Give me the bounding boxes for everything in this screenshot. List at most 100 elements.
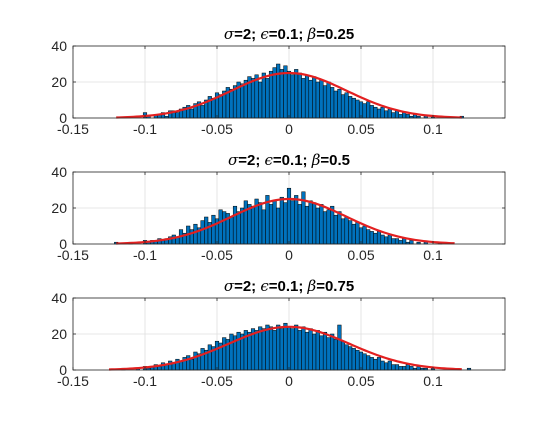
histogram-bar [301, 326, 306, 371]
histogram-bar [326, 209, 331, 245]
histogram-bar [265, 324, 270, 371]
histogram-bar [279, 328, 284, 371]
x-tick-label: -0.05 [201, 373, 233, 389]
histogram-bar [308, 79, 313, 119]
histogram-bar [250, 205, 256, 245]
histogram-bar [330, 333, 335, 371]
histogram-bar [344, 344, 349, 371]
title-segment: =0.75 [316, 278, 354, 295]
subplot-title-2: σ=2; ϵ=0.1; β=0.5 [228, 151, 350, 169]
histogram-bar [258, 202, 263, 245]
histogram-bar [369, 357, 374, 371]
histogram-bar [344, 92, 349, 119]
histogram-bar [362, 225, 367, 245]
histogram-bar [366, 101, 371, 119]
x-tick-label: 0.05 [347, 247, 374, 263]
y-tick-label: 20 [51, 200, 67, 216]
histogram-bar [265, 78, 270, 119]
x-tick-label: 0.1 [423, 121, 443, 137]
y-tick-label: 40 [51, 38, 67, 54]
histogram-bar [340, 340, 346, 371]
x-tick-label: 0.05 [347, 373, 374, 389]
title-segment: =0.1; [273, 152, 312, 169]
histogram-bar [218, 94, 223, 119]
histogram-bar [250, 78, 256, 119]
histogram-bar [333, 90, 338, 119]
histogram-bar [261, 209, 266, 245]
histogram-bar [376, 108, 382, 119]
histogram-bar [322, 211, 328, 245]
histogram-bar [337, 211, 342, 245]
histogram-bar [243, 200, 248, 245]
title-segment: ϵ [265, 151, 274, 169]
x-tick-label: -0.15 [57, 373, 89, 389]
histogram-bar [398, 366, 403, 371]
histogram-bar [366, 229, 371, 245]
histogram-bar [387, 108, 392, 119]
histogram-bar [243, 79, 248, 119]
histogram-bar [283, 202, 288, 245]
histogram-bar [268, 326, 274, 371]
histogram-bar [268, 70, 274, 119]
histogram-bar [189, 108, 194, 119]
histogram-bar [351, 223, 356, 245]
title-segment: =0.1; [269, 26, 308, 43]
histogram-bar [171, 234, 176, 245]
histogram-bar [315, 330, 320, 371]
histogram-bar [308, 328, 313, 371]
histogram-bar [312, 202, 317, 245]
title-segment: ϵ [260, 25, 269, 43]
histogram-bar [398, 114, 403, 119]
histogram-bar [344, 216, 349, 245]
histogram-bar [394, 238, 400, 245]
histogram-bar [214, 340, 220, 371]
histogram-bar [207, 344, 212, 371]
title-segment: =0.1; [269, 278, 308, 295]
y-tick-label: 0 [59, 362, 67, 378]
histogram-bar [229, 333, 234, 371]
histogram-bar [315, 81, 320, 119]
histogram-bar [254, 330, 259, 371]
histogram-bar [391, 112, 396, 119]
x-tick-label: 0.1 [423, 373, 443, 389]
histogram-bar [294, 69, 299, 119]
subplot-title-3: σ=2; ϵ=0.1; β=0.75 [224, 277, 354, 295]
histogram-bar [258, 326, 263, 371]
histogram-bar [261, 72, 266, 119]
histogram-bar [322, 85, 328, 119]
histogram-bar [333, 214, 338, 245]
histogram-bar [405, 364, 410, 371]
histogram-bar [355, 349, 360, 371]
title-segment: β [311, 151, 321, 169]
histogram-bar [409, 366, 414, 371]
title-segment: =0.5 [320, 152, 350, 169]
title-segment: =0.25 [316, 26, 354, 43]
histogram-bar [326, 81, 331, 119]
histogram-bar [373, 106, 378, 119]
histogram-bar [200, 348, 205, 371]
title-segment: β [307, 277, 317, 295]
histogram-bar [340, 218, 346, 245]
histogram-bar [286, 326, 292, 371]
histogram-bar [232, 205, 238, 245]
x-tick-label: -0.05 [201, 247, 233, 263]
histogram-bar [369, 105, 374, 119]
histogram-bar [391, 364, 396, 371]
title-segment: σ [228, 151, 239, 169]
histogram-bar [240, 83, 245, 119]
x-tick-label: 0.05 [347, 121, 374, 137]
histogram-bar [351, 348, 356, 371]
histogram-bar [297, 72, 302, 119]
histogram-bar [211, 97, 216, 119]
fit-curve [116, 71, 462, 119]
histogram-bar [222, 211, 227, 245]
histogram-bar [330, 87, 335, 119]
subplot-1: -0.15 -0.1 -0.05 0 0.05 0.1 0 20 40 σ=2; ϵ=0.1; β… [51, 25, 506, 137]
histogram-bar [189, 358, 194, 371]
histogram-bar [362, 353, 367, 371]
histogram-bar [326, 337, 331, 371]
histogram-bar [304, 205, 310, 245]
histogram-bar [387, 234, 392, 245]
histogram-bar [294, 324, 299, 371]
histogram-bar [405, 114, 410, 119]
